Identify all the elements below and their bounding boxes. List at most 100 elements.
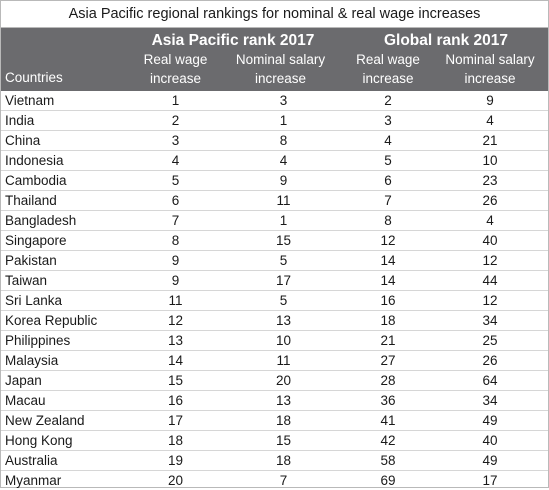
- cell-country: Vietnam: [1, 91, 128, 111]
- cell-global-nominal-salary: 34: [432, 311, 548, 331]
- cell-global-nominal-salary: 25: [432, 331, 548, 351]
- cell-country: Korea Republic: [1, 311, 128, 331]
- header-countries: Countries: [5, 70, 63, 85]
- cell-global-nominal-salary: 12: [432, 251, 548, 271]
- cell-ap-real-wage: 14: [128, 351, 223, 371]
- cell-global-nominal-salary: 26: [432, 191, 548, 211]
- cell-ap-nominal-salary: 17: [223, 271, 344, 291]
- cell-global-real-wage: 14: [344, 251, 432, 271]
- cell-ap-nominal-salary: 13: [223, 311, 344, 331]
- cell-country: Pakistan: [1, 251, 128, 271]
- cell-ap-real-wage: 20: [128, 471, 223, 490]
- cell-country: Bangladesh: [1, 211, 128, 231]
- cell-ap-nominal-salary: 10: [223, 331, 344, 351]
- cell-ap-nominal-salary: 4: [223, 151, 344, 171]
- cell-global-real-wage: 58: [344, 451, 432, 471]
- cell-country: Macau: [1, 391, 128, 411]
- cell-global-nominal-salary: 12: [432, 291, 548, 311]
- cell-ap-nominal-salary: 18: [223, 411, 344, 431]
- cell-global-real-wage: 28: [344, 371, 432, 391]
- cell-country: Singapore: [1, 231, 128, 251]
- cell-ap-real-wage: 3: [128, 131, 223, 151]
- cell-ap-nominal-salary: 5: [223, 251, 344, 271]
- cell-global-nominal-salary: 4: [432, 111, 548, 131]
- cell-ap-real-wage: 2: [128, 111, 223, 131]
- cell-country: Indonesia: [1, 151, 128, 171]
- cell-ap-real-wage: 1: [128, 91, 223, 111]
- cell-global-real-wage: 2: [344, 91, 432, 111]
- cell-ap-nominal-salary: 5: [223, 291, 344, 311]
- cell-global-real-wage: 4: [344, 131, 432, 151]
- cell-global-real-wage: 8: [344, 211, 432, 231]
- cell-ap-real-wage: 9: [128, 271, 223, 291]
- cell-global-real-wage: 36: [344, 391, 432, 411]
- cell-global-nominal-salary: 49: [432, 411, 548, 431]
- cell-global-real-wage: 5: [344, 151, 432, 171]
- cell-country: Australia: [1, 451, 128, 471]
- cell-country: Thailand: [1, 191, 128, 211]
- cell-country: Malaysia: [1, 351, 128, 371]
- cell-global-real-wage: 41: [344, 411, 432, 431]
- cell-global-real-wage: 27: [344, 351, 432, 371]
- cell-global-nominal-salary: 34: [432, 391, 548, 411]
- cell-country: Myanmar: [1, 471, 128, 490]
- cell-ap-real-wage: 18: [128, 431, 223, 451]
- cell-ap-real-wage: 9: [128, 251, 223, 271]
- cell-global-real-wage: 7: [344, 191, 432, 211]
- cell-global-real-wage: 6: [344, 171, 432, 191]
- cell-global-nominal-salary: 23: [432, 171, 548, 191]
- cell-global-real-wage: 42: [344, 431, 432, 451]
- cell-ap-real-wage: 17: [128, 411, 223, 431]
- cell-ap-nominal-salary: 11: [223, 191, 344, 211]
- cell-ap-real-wage: 6: [128, 191, 223, 211]
- cell-country: India: [1, 111, 128, 131]
- cell-global-real-wage: 3: [344, 111, 432, 131]
- cell-global-nominal-salary: 4: [432, 211, 548, 231]
- cell-global-nominal-salary: 40: [432, 231, 548, 251]
- cell-country: New Zealand: [1, 411, 128, 431]
- cell-global-nominal-salary: 40: [432, 431, 548, 451]
- cell-ap-real-wage: 7: [128, 211, 223, 231]
- table-header: Asia Pacific rank 2017 Global rank 2017 …: [1, 28, 548, 91]
- header-group-global: Global rank 2017: [344, 32, 548, 50]
- cell-ap-real-wage: 11: [128, 291, 223, 311]
- cell-ap-nominal-salary: 9: [223, 171, 344, 191]
- cell-ap-real-wage: 4: [128, 151, 223, 171]
- header-group-asia-pacific: Asia Pacific rank 2017: [128, 32, 338, 50]
- cell-country: Taiwan: [1, 271, 128, 291]
- cell-ap-nominal-salary: 8: [223, 131, 344, 151]
- cell-global-nominal-salary: 17: [432, 471, 548, 490]
- cell-ap-nominal-salary: 3: [223, 91, 344, 111]
- cell-ap-real-wage: 16: [128, 391, 223, 411]
- cell-ap-real-wage: 8: [128, 231, 223, 251]
- cell-ap-nominal-salary: 13: [223, 391, 344, 411]
- cell-global-nominal-salary: 44: [432, 271, 548, 291]
- cell-global-real-wage: 18: [344, 311, 432, 331]
- cell-ap-nominal-salary: 15: [223, 431, 344, 451]
- cell-ap-nominal-salary: 15: [223, 231, 344, 251]
- cell-global-nominal-salary: 49: [432, 451, 548, 471]
- cell-ap-real-wage: 15: [128, 371, 223, 391]
- cell-ap-real-wage: 13: [128, 331, 223, 351]
- cell-country: Sri Lanka: [1, 291, 128, 311]
